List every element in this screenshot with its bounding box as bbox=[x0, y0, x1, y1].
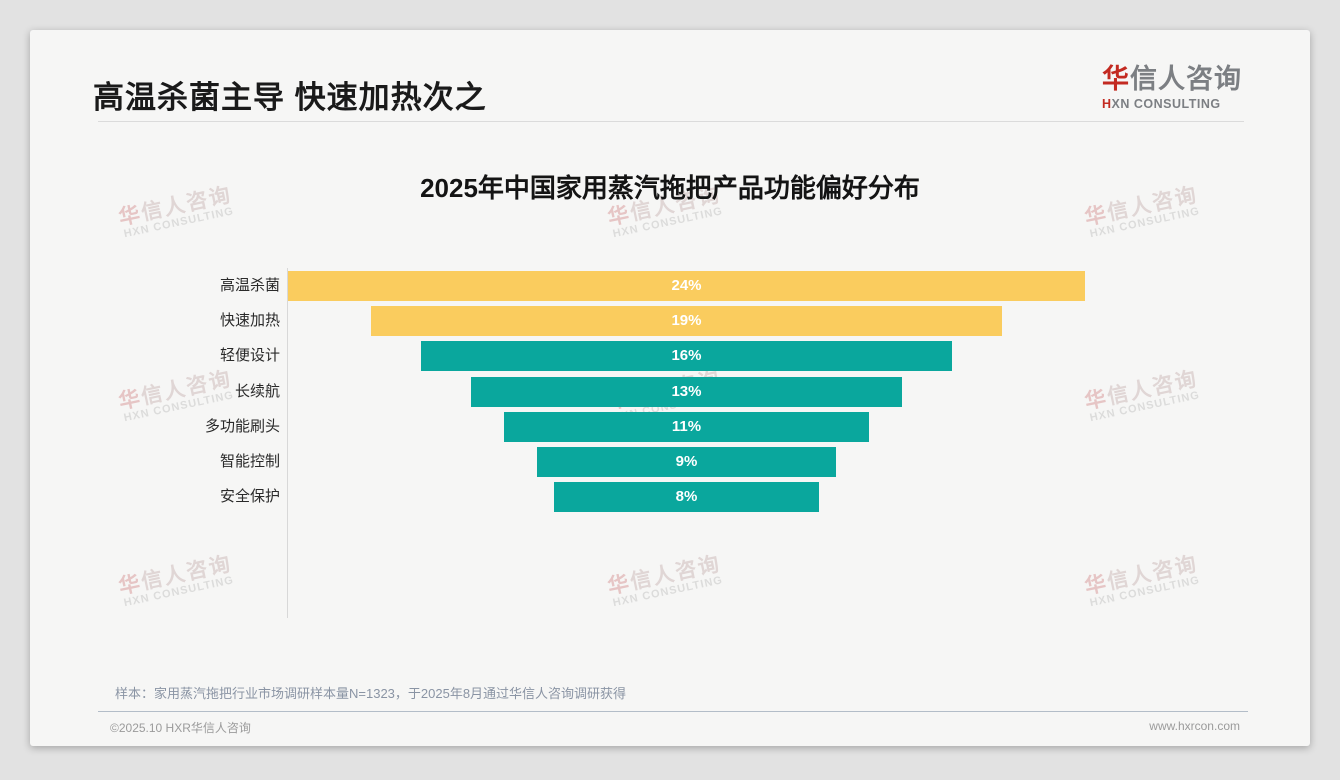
y-axis-label: 长续航 bbox=[234, 382, 280, 400]
watermark-english-text: HXN CONSULTING bbox=[1088, 389, 1201, 425]
logo-chinese-text: 华信人咨询 bbox=[1102, 57, 1242, 96]
bar-value-label: 8% bbox=[675, 488, 698, 506]
plot-area: 24% 19% 16% 13% 11% 9% 8% bbox=[287, 268, 1085, 618]
watermark-chinese-text: 华信人咨询 bbox=[1082, 367, 1201, 414]
bar-value-label: 13% bbox=[671, 382, 702, 400]
header-divider bbox=[98, 121, 1244, 122]
y-axis-label: 智能控制 bbox=[219, 453, 280, 470]
bar: 13% bbox=[470, 376, 903, 407]
watermark-chinese-text: 华信人咨询 bbox=[1082, 552, 1201, 599]
company-logo: 华信人咨询 HXN CONSULTING bbox=[1102, 57, 1242, 111]
bar-value-label: 16% bbox=[671, 347, 702, 365]
chart-title: 2025年中国家用蒸汽拖把产品功能偏好分布 bbox=[420, 173, 920, 203]
y-axis-label: 多功能刷头 bbox=[204, 417, 280, 435]
bar: 9% bbox=[537, 447, 836, 477]
watermark-english-text: HXN CONSULTING bbox=[122, 205, 235, 241]
logo-zh-rest: 信人咨询 bbox=[1130, 64, 1242, 94]
y-axis-label: 快速加热 bbox=[219, 312, 280, 330]
slide-card: 高温杀菌主导 快速加热次之 华信人咨询 HXN CONSULTING 2025年… bbox=[30, 30, 1310, 746]
bar-value-label: 24% bbox=[671, 277, 702, 294]
bar: 19% bbox=[371, 306, 1002, 337]
watermark-english-text: HXN CONSULTING bbox=[1088, 574, 1201, 610]
logo-english-text: HXN CONSULTING bbox=[1102, 97, 1242, 111]
logo-en-rest: XN CONSULTING bbox=[1111, 97, 1221, 111]
y-axis-labels: 高温杀菌快速加热轻便设计长续航多功能刷头智能控制安全保护 bbox=[30, 268, 287, 618]
footer-website: www.hxrcon.com bbox=[1149, 719, 1240, 733]
y-axis-label: 轻便设计 bbox=[219, 347, 280, 365]
sample-note: 样本：家用蒸汽拖把行业市场调研样本量N=1323，于2025年8月通过华信人咨询… bbox=[115, 686, 627, 701]
watermark-english-text: HXN CONSULTING bbox=[611, 205, 724, 241]
footer-copyright: ©2025.10 HXR华信人咨询 bbox=[110, 721, 251, 735]
bar: 16% bbox=[420, 341, 953, 372]
footer-divider bbox=[98, 711, 1248, 712]
funnel-bar-chart: 高温杀菌快速加热轻便设计长续航多功能刷头智能控制安全保护 24% 19% 16% 13… bbox=[30, 268, 1085, 618]
logo-en-first-char: H bbox=[1102, 97, 1112, 111]
bar: 11% bbox=[503, 411, 870, 442]
y-axis-label: 高温杀菌 bbox=[219, 277, 280, 294]
logo-zh-first-char: 华 bbox=[1102, 64, 1130, 94]
bar: 8% bbox=[553, 482, 820, 513]
bar-value-label: 11% bbox=[671, 417, 702, 435]
watermark-english-text: HXN CONSULTING bbox=[1088, 205, 1201, 241]
page-title: 高温杀菌主导 快速加热次之 bbox=[93, 80, 487, 115]
bar-value-label: 9% bbox=[675, 453, 698, 470]
bar: 24% bbox=[288, 271, 1085, 301]
bar-value-label: 19% bbox=[671, 312, 702, 330]
y-axis-label: 安全保护 bbox=[219, 488, 280, 506]
